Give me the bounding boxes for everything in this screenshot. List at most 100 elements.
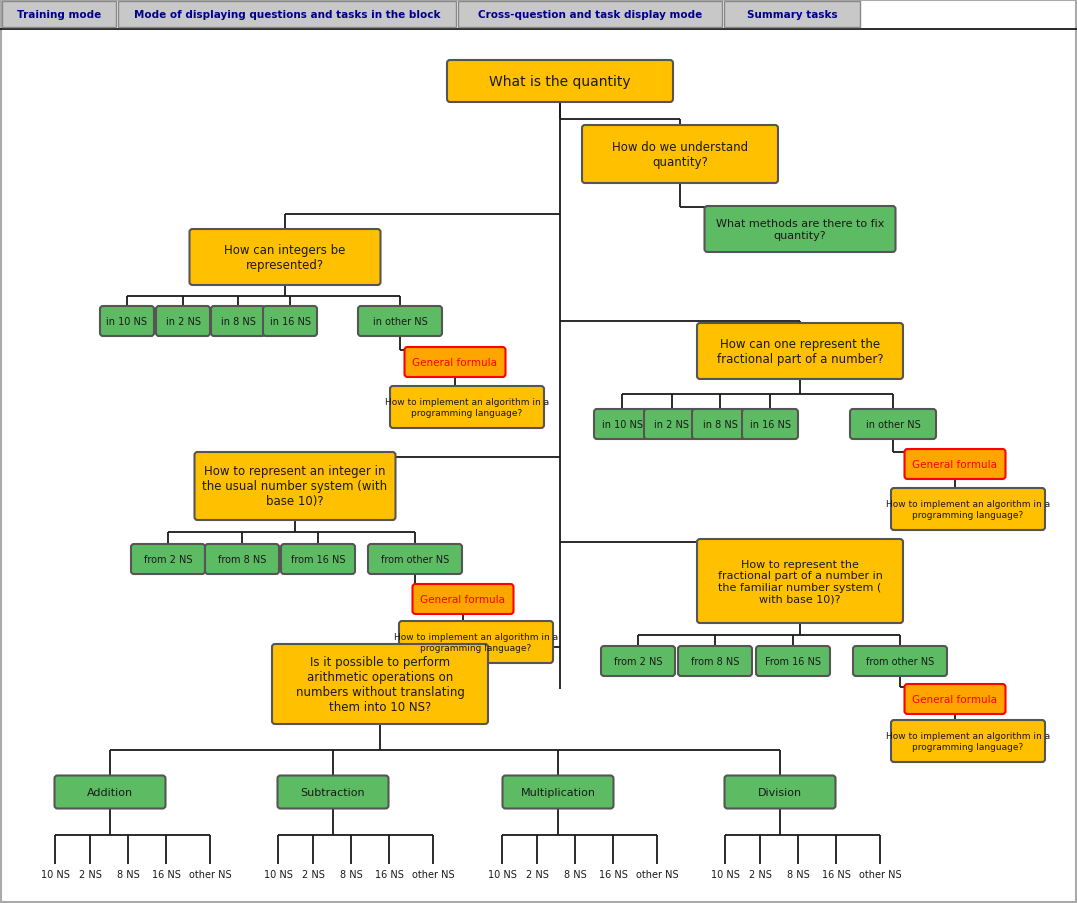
- Text: How do we understand
quantity?: How do we understand quantity?: [612, 141, 749, 169]
- Text: other NS: other NS: [188, 869, 232, 879]
- Text: Summary tasks: Summary tasks: [746, 10, 837, 20]
- FancyBboxPatch shape: [118, 2, 456, 28]
- Text: What is the quantity: What is the quantity: [489, 75, 631, 88]
- Text: 2 NS: 2 NS: [79, 869, 101, 879]
- FancyBboxPatch shape: [850, 410, 936, 440]
- Text: 8 NS: 8 NS: [339, 869, 362, 879]
- Text: in 8 NS: in 8 NS: [221, 317, 255, 327]
- Text: General formula: General formula: [912, 460, 997, 470]
- FancyBboxPatch shape: [405, 348, 505, 377]
- FancyBboxPatch shape: [156, 307, 210, 337]
- Text: in 2 NS: in 2 NS: [655, 420, 689, 430]
- FancyBboxPatch shape: [190, 229, 380, 285]
- Text: How to implement an algorithm in a
programming language?: How to implement an algorithm in a progr…: [394, 633, 558, 652]
- FancyBboxPatch shape: [725, 776, 836, 808]
- FancyBboxPatch shape: [853, 647, 947, 676]
- Text: from 2 NS: from 2 NS: [614, 656, 662, 666]
- Text: 2 NS: 2 NS: [526, 869, 548, 879]
- Text: in other NS: in other NS: [866, 420, 921, 430]
- FancyBboxPatch shape: [368, 545, 462, 574]
- FancyBboxPatch shape: [905, 684, 1006, 714]
- Text: 2 NS: 2 NS: [302, 869, 324, 879]
- Text: Addition: Addition: [87, 787, 134, 797]
- Text: Mode of displaying questions and tasks in the block: Mode of displaying questions and tasks i…: [134, 10, 440, 20]
- FancyBboxPatch shape: [679, 647, 752, 676]
- Text: in 10 NS: in 10 NS: [601, 420, 643, 430]
- Text: Cross-question and task display mode: Cross-question and task display mode: [478, 10, 702, 20]
- Text: 16 NS: 16 NS: [599, 869, 628, 879]
- FancyBboxPatch shape: [601, 647, 675, 676]
- Text: from 8 NS: from 8 NS: [218, 554, 266, 564]
- FancyBboxPatch shape: [358, 307, 442, 337]
- Text: from 2 NS: from 2 NS: [143, 554, 193, 564]
- FancyBboxPatch shape: [697, 323, 903, 379]
- FancyBboxPatch shape: [595, 410, 651, 440]
- Text: in 16 NS: in 16 NS: [269, 317, 310, 327]
- FancyBboxPatch shape: [100, 307, 154, 337]
- FancyBboxPatch shape: [195, 452, 395, 520]
- Text: Is it possible to perform
arithmetic operations on
numbers without translating
t: Is it possible to perform arithmetic ope…: [295, 656, 464, 713]
- Text: Subtraction: Subtraction: [300, 787, 365, 797]
- FancyBboxPatch shape: [412, 584, 514, 614]
- FancyBboxPatch shape: [697, 539, 903, 623]
- Text: How to represent an integer in
the usual number system (with
base 10)?: How to represent an integer in the usual…: [202, 465, 388, 507]
- FancyBboxPatch shape: [724, 2, 861, 28]
- FancyBboxPatch shape: [458, 2, 722, 28]
- FancyBboxPatch shape: [272, 644, 488, 724]
- Text: in 8 NS: in 8 NS: [702, 420, 738, 430]
- Text: Division: Division: [758, 787, 802, 797]
- Text: 10 NS: 10 NS: [488, 869, 517, 879]
- Text: How to implement an algorithm in a
programming language?: How to implement an algorithm in a progr…: [886, 499, 1050, 519]
- Text: Multiplication: Multiplication: [520, 787, 596, 797]
- Text: How can one represent the
fractional part of a number?: How can one represent the fractional par…: [716, 338, 883, 366]
- Text: other NS: other NS: [411, 869, 454, 879]
- FancyBboxPatch shape: [503, 776, 614, 808]
- Text: 8 NS: 8 NS: [563, 869, 586, 879]
- Text: in 16 NS: in 16 NS: [750, 420, 791, 430]
- FancyBboxPatch shape: [205, 545, 279, 574]
- Text: Training mode: Training mode: [17, 10, 101, 20]
- FancyBboxPatch shape: [390, 386, 544, 429]
- Text: in other NS: in other NS: [373, 317, 428, 327]
- Text: in 2 NS: in 2 NS: [166, 317, 200, 327]
- Text: 10 NS: 10 NS: [711, 869, 740, 879]
- Text: From 16 NS: From 16 NS: [765, 656, 821, 666]
- Text: from other NS: from other NS: [381, 554, 449, 564]
- Text: What methods are there to fix
quantity?: What methods are there to fix quantity?: [716, 219, 884, 240]
- FancyBboxPatch shape: [582, 126, 778, 184]
- FancyBboxPatch shape: [891, 721, 1045, 762]
- Text: other NS: other NS: [635, 869, 679, 879]
- FancyBboxPatch shape: [447, 61, 673, 103]
- FancyBboxPatch shape: [644, 410, 700, 440]
- FancyBboxPatch shape: [742, 410, 798, 440]
- FancyBboxPatch shape: [756, 647, 830, 676]
- FancyBboxPatch shape: [278, 776, 389, 808]
- Text: 16 NS: 16 NS: [822, 869, 851, 879]
- FancyBboxPatch shape: [281, 545, 355, 574]
- Text: General formula: General formula: [912, 694, 997, 704]
- Text: How to implement an algorithm in a
programming language?: How to implement an algorithm in a progr…: [384, 398, 549, 417]
- FancyBboxPatch shape: [704, 207, 895, 253]
- Text: How to implement an algorithm in a
programming language?: How to implement an algorithm in a progr…: [886, 731, 1050, 751]
- FancyBboxPatch shape: [398, 621, 553, 664]
- FancyBboxPatch shape: [2, 2, 116, 28]
- Text: 16 NS: 16 NS: [152, 869, 181, 879]
- Text: from 16 NS: from 16 NS: [291, 554, 346, 564]
- Text: 10 NS: 10 NS: [41, 869, 69, 879]
- Text: from other NS: from other NS: [866, 656, 934, 666]
- Text: from 8 NS: from 8 NS: [690, 656, 739, 666]
- Text: 8 NS: 8 NS: [786, 869, 810, 879]
- Text: 16 NS: 16 NS: [375, 869, 404, 879]
- FancyBboxPatch shape: [131, 545, 205, 574]
- Text: General formula: General formula: [420, 594, 505, 604]
- Text: How can integers be
represented?: How can integers be represented?: [224, 244, 346, 272]
- FancyBboxPatch shape: [55, 776, 166, 808]
- Text: other NS: other NS: [858, 869, 901, 879]
- FancyBboxPatch shape: [263, 307, 317, 337]
- Text: 10 NS: 10 NS: [264, 869, 293, 879]
- FancyBboxPatch shape: [905, 450, 1006, 479]
- FancyBboxPatch shape: [891, 489, 1045, 530]
- FancyBboxPatch shape: [693, 410, 749, 440]
- Text: General formula: General formula: [412, 358, 498, 368]
- Text: 2 NS: 2 NS: [749, 869, 771, 879]
